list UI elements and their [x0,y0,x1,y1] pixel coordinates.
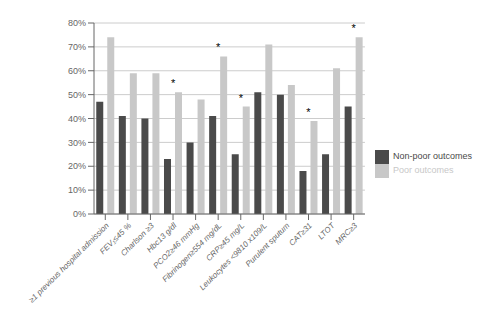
html-text:Non-poor outcomes: Non-poor outcomes [393,150,472,161]
svg-text:*: * [306,106,311,118]
svg-text:50%: 50% [68,90,86,100]
svg-text:*: * [171,77,176,89]
svg-text:70%: 70% [68,42,86,52]
svg-text:30%: 30% [68,138,86,148]
svg-text:PCO2≥46 mmHg: PCO2≥46 mmHg [151,221,201,271]
svg-text:Hbc13 g/dl: Hbc13 g/dl [145,221,179,255]
svg-text:*: * [352,22,357,34]
svg-text:MRC≥3: MRC≥3 [334,221,360,247]
svg-text:0%: 0% [73,209,86,219]
svg-text:20%: 20% [68,161,86,171]
svg-text:LTOT: LTOT [316,220,337,241]
svg-text:≥1 previous hospital admission: ≥1 previous hospital admission [27,221,111,305]
svg-text:*: * [216,41,221,53]
svg-text:CAT≥31: CAT≥31 [287,221,314,248]
svg-text:Purulent sputum: Purulent sputum [244,221,292,269]
svg-text:Charlson ≥3: Charlson ≥3 [119,221,156,258]
html-text:Poor outcomes: Poor outcomes [393,164,454,175]
svg-text:10%: 10% [68,185,86,195]
svg-text:*: * [239,92,244,104]
svg-text:Fibrinogen≥554 mg/dL: Fibrinogen≥554 mg/dL [160,221,224,284]
svg-text:60%: 60% [68,66,86,76]
svg-text:CRP≥45 mg/L: CRP≥45 mg/L [204,221,246,263]
svg-text:Leukocytes <9810 x109/L: Leukocytes <9810 x109/L [197,221,269,293]
svg-text:80%: 80% [68,18,86,28]
svg-text:FEV₁≤45 %: FEV₁≤45 % [98,221,134,257]
svg-text:40%: 40% [68,114,86,124]
